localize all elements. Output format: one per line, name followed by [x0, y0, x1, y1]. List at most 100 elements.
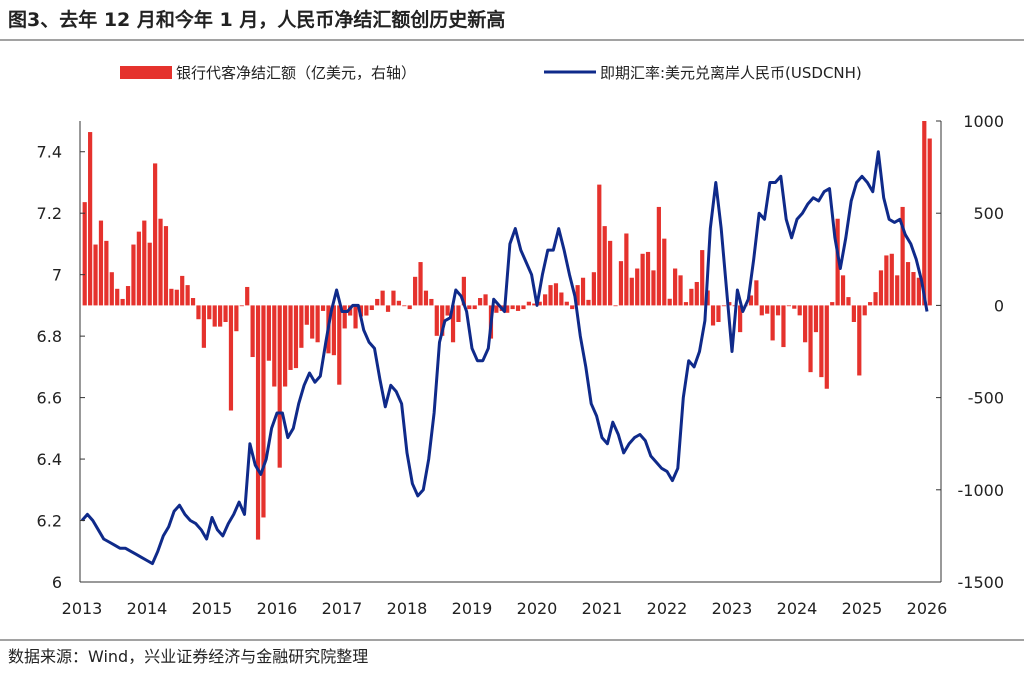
bar-2023-10	[781, 305, 786, 348]
x-tick-label: 2013	[62, 599, 103, 618]
bar-2017-1	[342, 305, 347, 329]
right-tick-label: 0	[994, 296, 1004, 315]
left-tick-label: 6.2	[37, 512, 62, 531]
bar-2021-4	[618, 261, 624, 306]
bar-2019-12	[532, 303, 537, 306]
bar-2024-9	[840, 275, 846, 306]
bar-2021-3	[613, 305, 618, 307]
bar-2024-1	[797, 305, 802, 316]
bar-2024-5	[819, 305, 824, 378]
right-tick-label: 500	[973, 204, 1004, 223]
bar-2025-4	[878, 270, 884, 306]
right-tick-label: -1500	[958, 573, 1005, 592]
x-tick-label: 2026	[907, 599, 948, 618]
bar-2016-2	[283, 305, 288, 387]
bar-2026-1	[927, 138, 932, 306]
bar-2017-7	[375, 298, 380, 306]
bar-2020-6	[564, 301, 569, 306]
bar-2020-5	[559, 292, 564, 306]
bar-2018-1	[407, 305, 412, 310]
bar-2017-6	[369, 305, 374, 311]
bar-2018-3	[418, 262, 423, 306]
bar-2015-2	[218, 305, 223, 327]
bar-2016-3	[288, 305, 293, 370]
bar-2017-12	[402, 305, 407, 307]
bar-2022-7	[700, 250, 705, 306]
legend-bar-swatch	[120, 66, 172, 79]
bar-2014-4	[163, 226, 169, 306]
bar-2021-9	[645, 251, 651, 306]
bar-2022-6	[694, 281, 699, 306]
bar-2017-5	[364, 305, 369, 316]
bar-2024-7	[830, 302, 835, 306]
bar-2021-7	[635, 268, 640, 306]
bar-2024-6	[824, 305, 829, 389]
bar-2017-10	[391, 290, 396, 306]
bar-2013-11	[136, 231, 141, 306]
bar-2013-3	[93, 244, 98, 306]
bar-2013-12	[142, 220, 147, 306]
bar-2014-9	[190, 298, 196, 306]
bar-2024-3	[808, 305, 813, 373]
bar-2021-10	[651, 270, 656, 306]
x-tick-label: 2018	[387, 599, 428, 618]
bar-2015-9	[255, 305, 261, 540]
bar-2016-6	[304, 305, 309, 325]
bar-2013-5	[104, 240, 109, 306]
x-tick-label: 2024	[777, 599, 818, 618]
x-tick-label: 2017	[322, 599, 363, 618]
bar-2015-5	[234, 305, 239, 332]
bar-2018-4	[423, 290, 429, 306]
bar-2023-7	[765, 305, 770, 314]
bar-2022-5	[689, 288, 694, 306]
bar-2018-5	[429, 298, 434, 306]
bar-2022-1	[667, 298, 672, 306]
bar-2020-3	[548, 285, 553, 306]
x-tick-label: 2020	[517, 599, 558, 618]
bar-2021-5	[624, 233, 629, 306]
bar-2015-1	[212, 305, 217, 327]
bar-2016-4	[293, 305, 299, 369]
bar-2023-9	[775, 305, 781, 316]
bar-2023-8	[770, 305, 775, 341]
x-tick-label: 2015	[192, 599, 233, 618]
bar-2013-8	[120, 298, 125, 306]
bar-2024-2	[803, 305, 808, 343]
left-tick-label: 7.2	[37, 204, 62, 223]
bar-2021-1	[602, 226, 607, 306]
bar-2020-1	[537, 301, 542, 306]
bar-2014-8	[185, 285, 190, 306]
left-tick-label: 6.6	[37, 389, 62, 408]
bar-2018-8	[445, 305, 450, 316]
x-tick-label: 2022	[647, 599, 688, 618]
bar-2016-11	[331, 305, 336, 356]
bar-2018-7	[440, 305, 445, 336]
bar-2015-3	[223, 305, 228, 322]
bar-2025-7	[895, 275, 900, 306]
bar-2021-11	[656, 206, 661, 306]
bar-2020-4	[553, 283, 559, 306]
bar-2015-7	[245, 286, 250, 306]
bar-2015-8	[250, 305, 255, 358]
bar-series	[82, 121, 932, 540]
legend: 银行代客净结汇额（亿美元，右轴） 即期汇率:美元兑离岸人民币(USDCNH)	[120, 64, 862, 82]
bar-2024-11	[851, 305, 856, 322]
x-tick-label: 2016	[257, 599, 298, 618]
x-tick-label: 2025	[842, 599, 883, 618]
bar-2013-7	[115, 288, 120, 306]
bar-2014-3	[158, 218, 163, 306]
bar-2022-4	[683, 302, 689, 306]
bar-2013-2	[88, 132, 93, 306]
bar-2020-12	[597, 184, 602, 306]
bar-2018-6	[434, 305, 439, 336]
bar-2021-12	[662, 238, 667, 306]
bar-2020-2	[543, 294, 548, 306]
bar-2024-4	[813, 305, 819, 333]
bar-2014-11	[201, 305, 206, 348]
bar-2015-12	[272, 305, 277, 387]
bar-2016-1	[277, 305, 282, 468]
bar-2017-3	[353, 305, 358, 329]
bar-2023-6	[759, 305, 764, 316]
left-tick-label: 6	[52, 573, 62, 592]
bar-2018-9	[450, 305, 456, 343]
